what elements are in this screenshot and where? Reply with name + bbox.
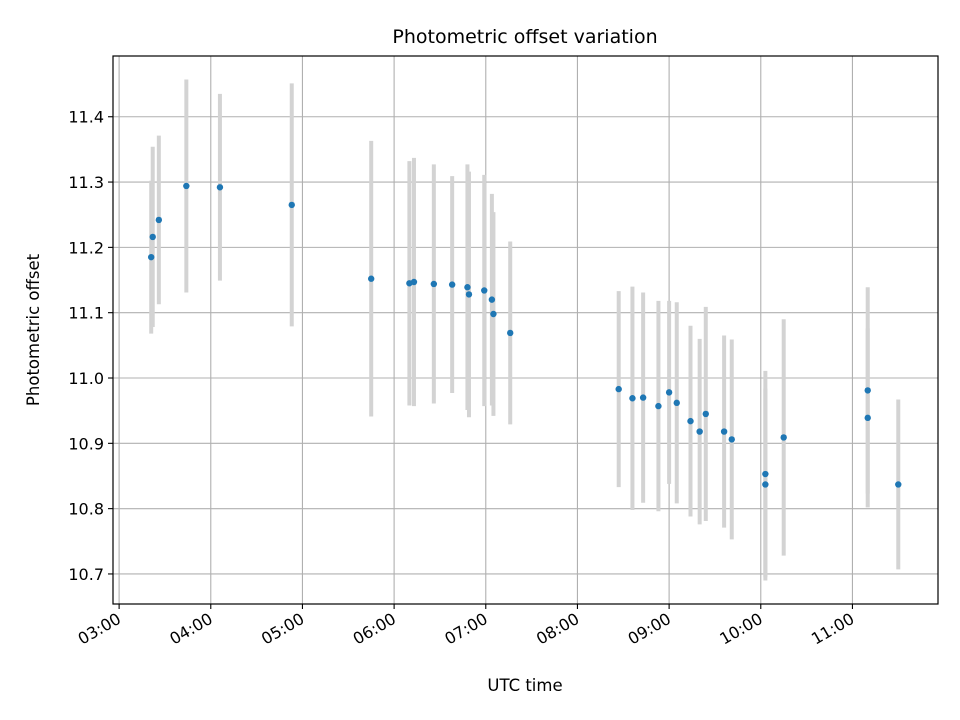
data-point	[780, 434, 787, 441]
data-point	[696, 428, 703, 435]
y-tick-label: 10.8	[68, 500, 104, 519]
y-tick-label: 11.0	[68, 369, 104, 388]
data-point	[655, 402, 662, 410]
data-point	[895, 481, 902, 488]
data-point	[488, 296, 496, 303]
grid	[113, 56, 938, 604]
data-point	[183, 182, 190, 190]
y-tick-label: 11.1	[68, 304, 104, 323]
data-point	[720, 428, 728, 435]
data-point	[629, 395, 636, 402]
data-point	[728, 436, 735, 443]
y-axis-label: Photometric offset	[24, 253, 43, 406]
data-point	[665, 389, 673, 396]
data-point	[639, 394, 647, 401]
plot-frame	[112, 55, 939, 605]
data-point	[615, 385, 622, 393]
data-point	[367, 275, 375, 282]
data-point	[147, 253, 155, 261]
data-point	[410, 278, 418, 286]
data-point	[464, 284, 471, 291]
chart-title: Photometric offset variation	[392, 26, 657, 48]
data-point	[481, 287, 488, 294]
data-point	[687, 417, 694, 425]
data-point	[490, 310, 497, 318]
data-point	[507, 329, 514, 337]
data-point	[216, 184, 224, 191]
data-point	[762, 470, 769, 478]
y-tick-label: 11.4	[68, 108, 104, 127]
x-axis-label: UTC time	[487, 676, 562, 695]
data-point	[155, 216, 163, 224]
data-point	[673, 399, 680, 407]
y-axis: 10.7 10.8 10.9 11.0 11.1 11.2 11.3 11.4	[68, 108, 113, 584]
data-point	[864, 387, 871, 394]
y-tick-label: 11.3	[68, 173, 104, 192]
data-point	[288, 201, 295, 209]
data-point	[448, 281, 456, 288]
data-point	[149, 233, 156, 241]
data-points	[147, 182, 902, 488]
y-tick-label: 10.7	[68, 565, 104, 584]
y-tick-label: 11.2	[68, 238, 104, 257]
y-tick-label: 10.9	[68, 434, 104, 453]
data-point	[465, 291, 473, 298]
data-point	[430, 280, 438, 288]
data-point	[702, 410, 709, 418]
data-point	[762, 481, 769, 488]
data-point	[864, 414, 871, 422]
